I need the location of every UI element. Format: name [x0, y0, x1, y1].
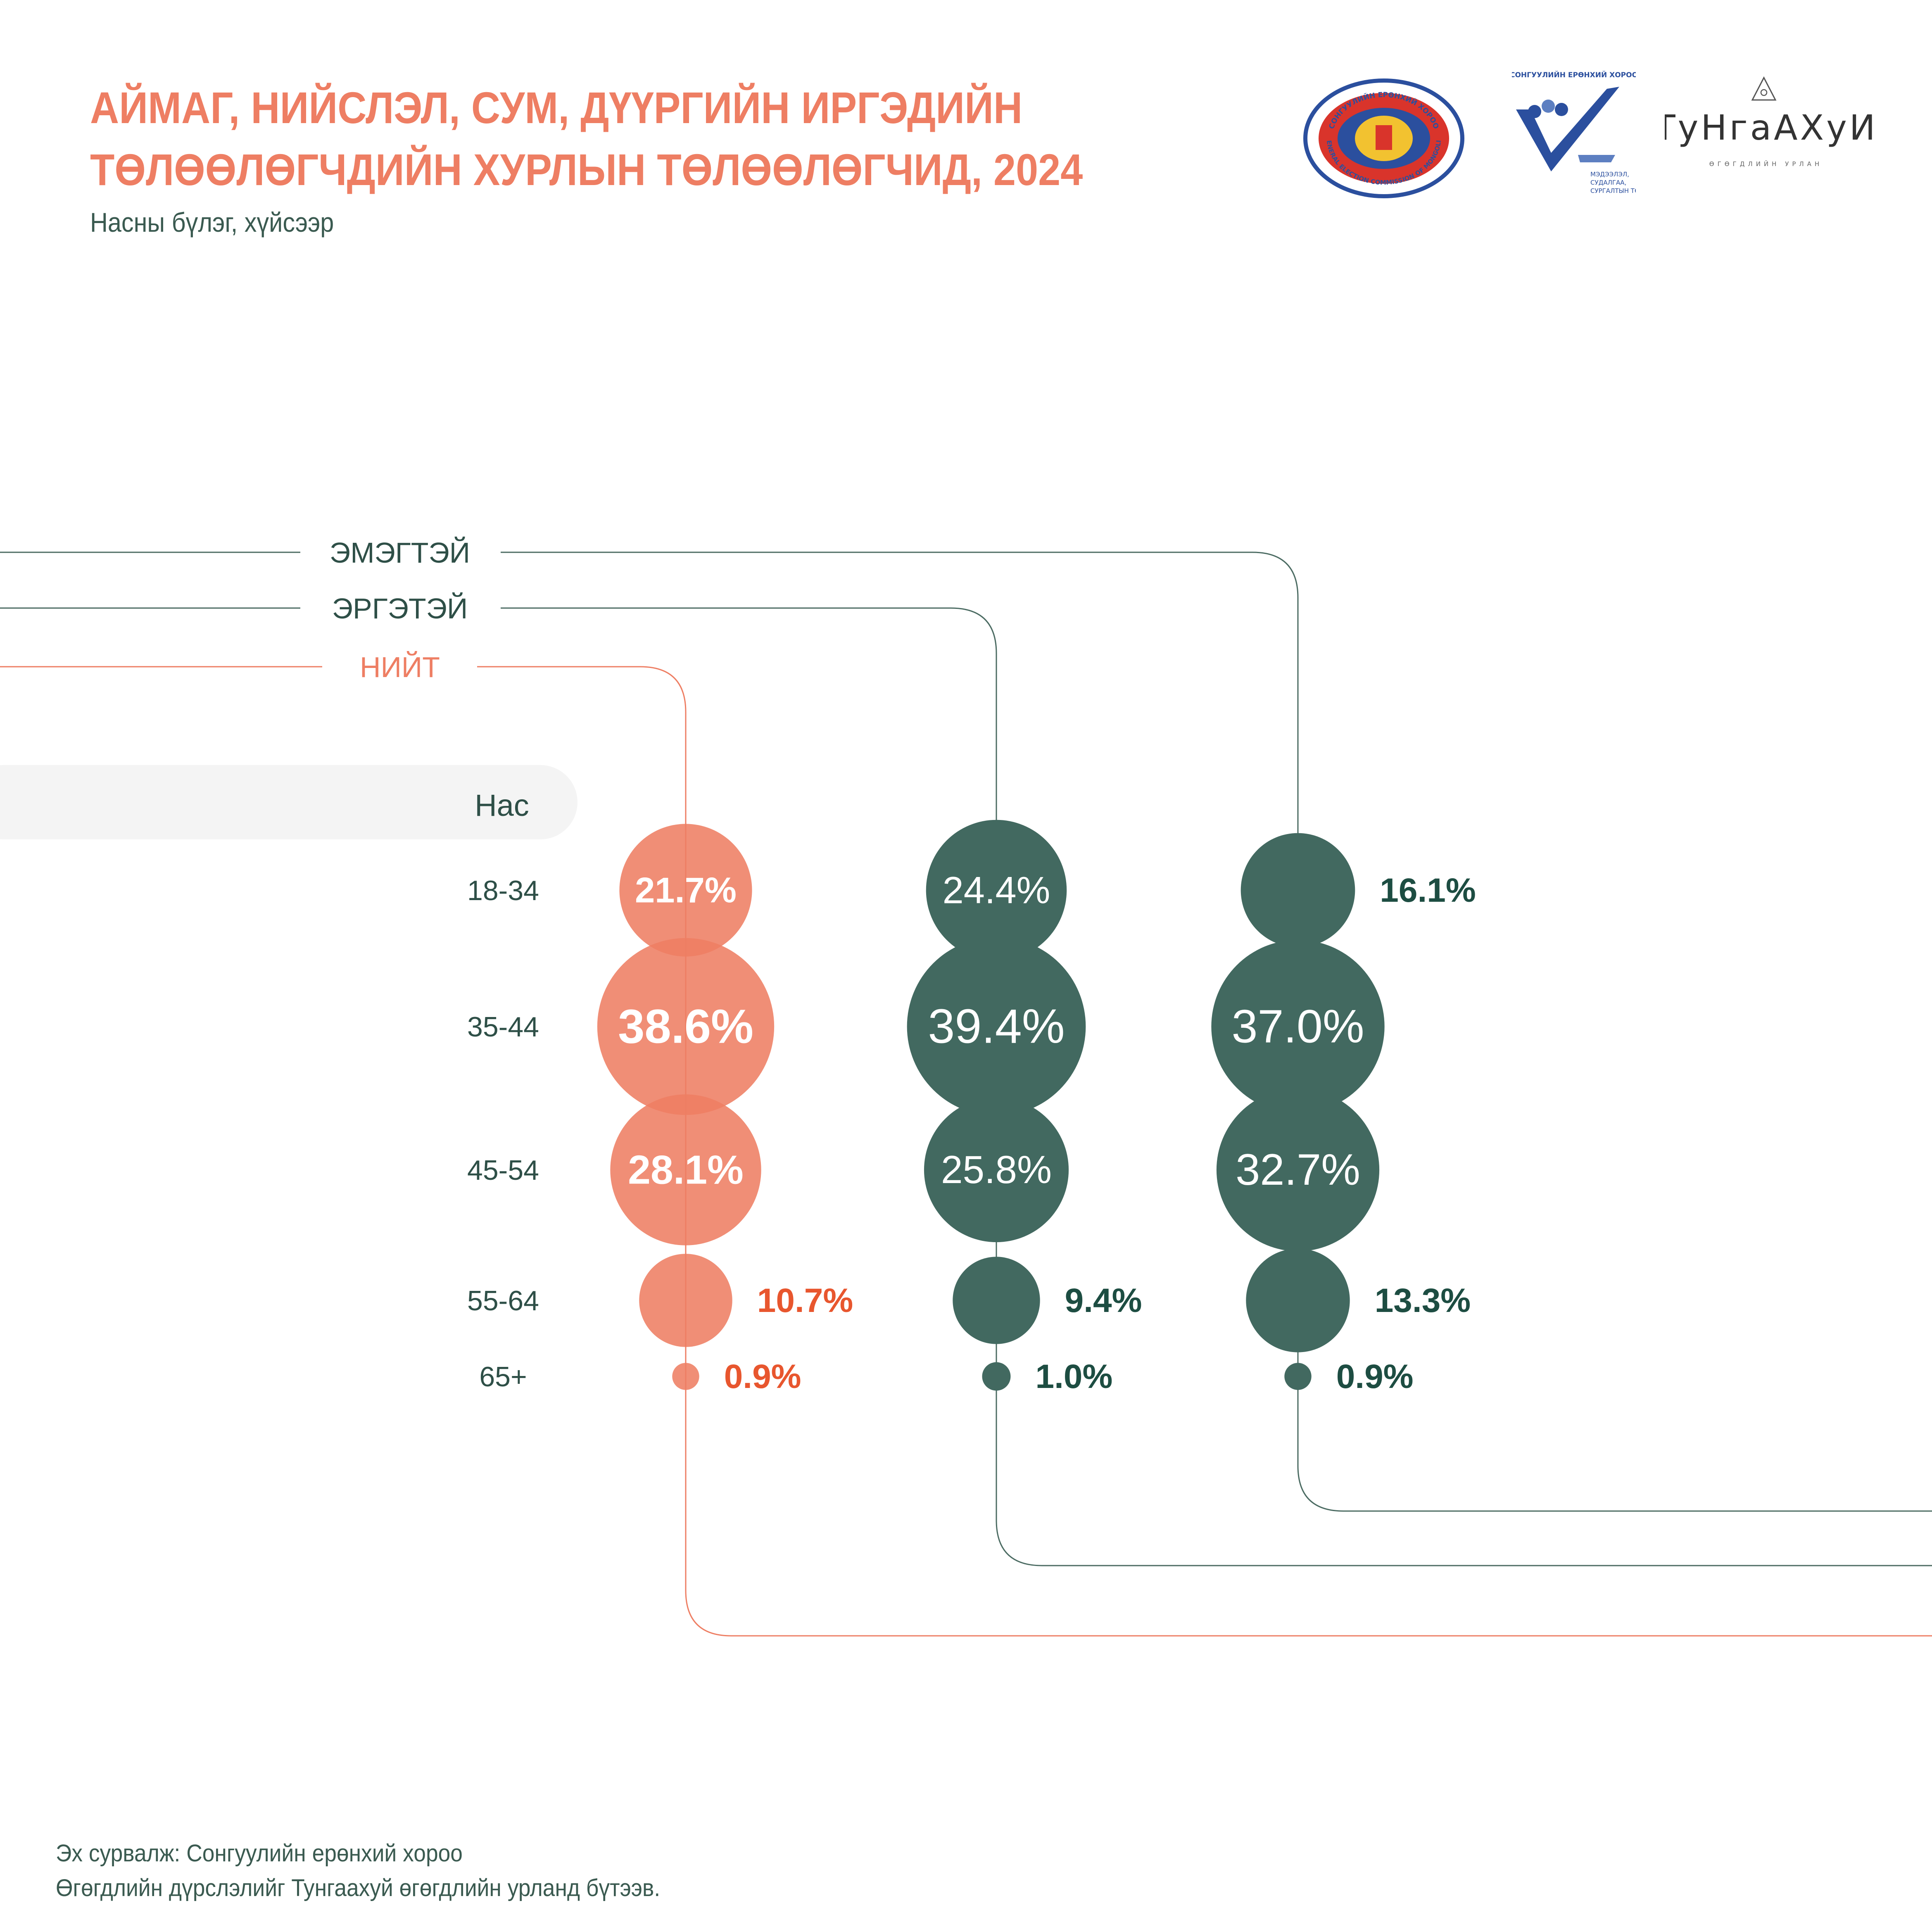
footer: Эх сурвалж: Сонгуулийн ерөнхий хороо Өгө… — [56, 1836, 660, 1906]
value-label-0-2: 28.1% — [628, 1147, 744, 1193]
bubble-1-0 — [926, 820, 1067, 961]
category-label-1: 35-44 — [467, 1011, 539, 1043]
category-label-4: 65+ — [479, 1361, 527, 1393]
age-category-labels: 18-34 35-44 45-54 55-64 65+ — [467, 875, 539, 1393]
category-label-0: 18-34 — [467, 875, 539, 906]
value-label-2-1: 37.0% — [1232, 1000, 1364, 1052]
gec-seal-logo: СОНГУУЛИЙН ЕРӨНХИЙ ХОРОО GENERAL ELECTIO… — [1301, 76, 1464, 198]
source-note: Эх сурвалж: Сонгуулийн ерөнхий хороо — [56, 1840, 463, 1867]
bubble-0-3 — [639, 1254, 732, 1347]
chart-subtitle: Насны бүлэг, хүйсээр — [90, 207, 334, 238]
bubble-1-4 — [982, 1362, 1011, 1391]
bubble-2-2 — [1216, 1088, 1380, 1252]
series-label-1: ЭРГЭТЭЙ — [332, 592, 468, 625]
bubble-2-0 — [1240, 833, 1355, 948]
bubble-2-3 — [1246, 1248, 1350, 1352]
tungaakhui-logo: ТуНгаАХуИ ӨГӨГДЛИЙН УРЛАН — [1665, 76, 1878, 168]
bubble-2-4 — [1284, 1363, 1312, 1390]
value-label-2-2: 32.7% — [1236, 1145, 1360, 1194]
series-labels: НИЙТ ЭРГЭТЭЙ ЭМЭГТЭЙ — [330, 536, 470, 683]
sec-logo-sub3: СУРГАЛТЫН ТӨВ — [1590, 187, 1636, 195]
title-line-2: ТӨЛӨӨЛӨГЧДИЙН ХУРЛЫН ТӨЛӨӨЛӨГЧИД, 2024 — [90, 145, 1083, 195]
value-label-0-0: 21.7% — [635, 870, 737, 910]
sec-logo-title: СОНГУУЛИЙН ЕРӨНХИЙ ХОРОО — [1512, 70, 1636, 79]
value-label-1-1: 39.4% — [928, 999, 1065, 1053]
chart-title: АЙМАГ, НИЙСЛЭЛ, СУМ, ДҮҮРГИЙН ИРГЭДИЙН Т… — [90, 77, 1083, 201]
bubble-1-1 — [907, 937, 1086, 1116]
bubble-2-1 — [1211, 940, 1385, 1113]
series-label-0: НИЙТ — [360, 651, 440, 683]
value-label-2-4: 0.9% — [1336, 1358, 1414, 1395]
sec-logo-sub1: МЭДЭЭЛЭЛ, — [1590, 171, 1629, 178]
bubble-0-1 — [597, 938, 775, 1115]
sec-center-logo: СОНГУУЛИЙН ЕРӨНХИЙ ХОРОО МЭДЭЭЛЭЛ, СУДАЛ… — [1512, 70, 1636, 195]
bubbles: 21.7% 38.6% 28.1% 10.7% 0.9% 24.4% 39.4% 25.8% 9… — [597, 820, 1476, 1395]
age-header-band — [0, 765, 577, 839]
age-header-label: Нас — [475, 788, 529, 822]
value-label-1-3: 9.4% — [1065, 1282, 1142, 1319]
value-label-0-4: 0.9% — [724, 1358, 801, 1395]
value-label-1-2: 25.8% — [941, 1148, 1052, 1192]
value-label-1-0: 24.4% — [943, 869, 1050, 911]
bubble-0-4 — [672, 1363, 699, 1390]
bubble-1-3 — [953, 1257, 1040, 1344]
bubble-1-2 — [924, 1097, 1069, 1243]
tungaakhui-logo-name: ТуНгаАХуИ — [1665, 107, 1878, 148]
value-label-2-0: 16.1% — [1380, 872, 1476, 909]
sec-logo-sub2: СУДАЛГАА, — [1590, 179, 1626, 186]
value-label-1-4: 1.0% — [1035, 1358, 1112, 1395]
credit-note: Өгөгдлийн дүрслэлийг Тунгаахуй өгөгдлийн… — [56, 1875, 661, 1901]
value-label-0-1: 38.6% — [618, 999, 753, 1053]
tungaakhui-logo-tagline: ӨГӨГДЛИЙН УРЛАН — [1709, 160, 1823, 168]
category-label-2: 45-54 — [467, 1155, 539, 1186]
bubble-0-0 — [619, 824, 752, 957]
value-label-2-3: 13.3% — [1375, 1282, 1471, 1319]
category-label-3: 55-64 — [467, 1285, 539, 1317]
series-label-2: ЭМЭГТЭЙ — [330, 536, 470, 569]
title-line-1: АЙМАГ, НИЙСЛЭЛ, СУМ, ДҮҮРГИЙН ИРГЭДИЙН — [90, 83, 1023, 133]
bubble-0-2 — [610, 1094, 761, 1245]
value-label-0-3: 10.7% — [757, 1282, 853, 1319]
